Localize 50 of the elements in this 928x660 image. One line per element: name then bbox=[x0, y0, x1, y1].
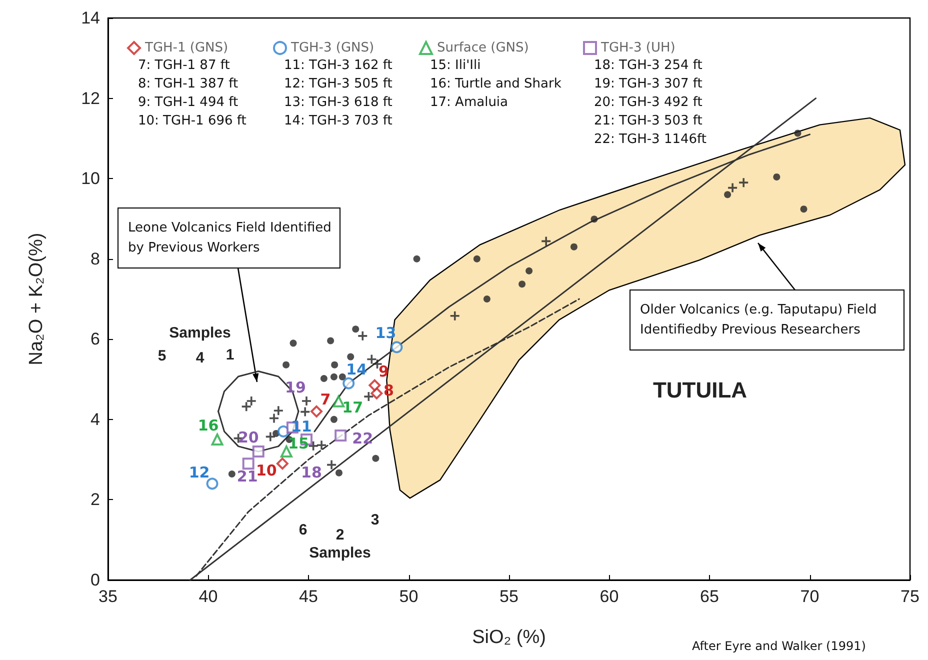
annotation: Older Volcanics (e.g. Taputapu) Field Identifiedby Previous Researchers bbox=[640, 302, 877, 338]
annotation: 18: TGH-3 254 ft 19: TGH-3 307 ft 20: TGH-3 492 ft 21: TGH-3 503 ft 22: TGH-3 1146ft bbox=[594, 58, 706, 147]
annotation: 7 bbox=[320, 390, 331, 408]
y-axis-title: Na₂O + K₂O(%) bbox=[26, 232, 47, 366]
annotation: 20 bbox=[238, 428, 259, 447]
annotation: 2 bbox=[336, 526, 344, 544]
legend-label: TGH-3 (UH) bbox=[600, 40, 676, 56]
y-tick-label: 0 bbox=[90, 570, 100, 590]
y-tick-label: 8 bbox=[90, 249, 100, 268]
y-tick-label: 2 bbox=[90, 490, 100, 510]
annotation: 15: Ili'Ili 16: Turtle and Shark 17: Amaluia bbox=[430, 58, 562, 110]
y-tick-label: 10 bbox=[81, 169, 100, 188]
y-tick-label: 12 bbox=[81, 88, 100, 108]
annotation: 12 bbox=[188, 464, 210, 482]
annotation: 18 bbox=[301, 464, 322, 482]
y-tick-label: 6 bbox=[90, 330, 100, 349]
x-tick-label: 50 bbox=[399, 587, 418, 606]
annotation: 11: TGH-3 162 ft 12: TGH-3 505 ft 13: TGH-3 618 ft 14: TGH-3 703 ft bbox=[284, 58, 392, 128]
annotation: 22 bbox=[352, 429, 374, 448]
x-tick-label: 40 bbox=[198, 587, 218, 606]
x-tick-label: 35 bbox=[98, 587, 118, 606]
x-tick-label: 70 bbox=[800, 587, 820, 606]
legend-label: TGH-3 (GNS) bbox=[290, 40, 374, 56]
annotation: 17 bbox=[342, 398, 364, 416]
annotation: Leone Volcanics Field Identified by Previous Workers bbox=[128, 220, 332, 256]
annotation: 5 bbox=[158, 348, 166, 364]
x-tick-label: 55 bbox=[500, 587, 518, 606]
annotation: 7: TGH-1 87 ft 8: TGH-1 387 ft 9: TGH-1 494 ft 10: TGH-1 696 ft bbox=[138, 58, 246, 128]
legend-label: TGH-1 (GNS) bbox=[144, 40, 228, 56]
annotation: 16 bbox=[198, 416, 219, 434]
y-tick-label: 4 bbox=[90, 410, 100, 429]
x-axis-title: SiO₂ (%) bbox=[472, 627, 546, 648]
legend-label: Surface (GNS) bbox=[437, 40, 529, 56]
annotation: 4 bbox=[196, 350, 205, 366]
text: After Eyre and Walker (1991) bbox=[692, 639, 866, 653]
x-tick-label: 45 bbox=[299, 587, 318, 606]
annotation: 21 bbox=[236, 468, 258, 486]
x-tick-label: 75 bbox=[900, 587, 920, 606]
annotation: TUTUILA bbox=[652, 378, 748, 402]
annotation: 10 bbox=[256, 462, 277, 480]
annotation: 15 bbox=[288, 434, 309, 453]
x-tick-label: 65 bbox=[700, 587, 719, 606]
annotation: Samples bbox=[309, 544, 371, 562]
annotation: 3 bbox=[370, 512, 380, 528]
annotation: 6 bbox=[298, 522, 308, 538]
y-tick-label: 14 bbox=[81, 8, 100, 28]
annotation: 1 bbox=[226, 346, 234, 364]
annotation: Samples bbox=[169, 324, 231, 342]
annotation: 14 bbox=[346, 360, 368, 378]
x-tick-label: 60 bbox=[600, 587, 619, 606]
